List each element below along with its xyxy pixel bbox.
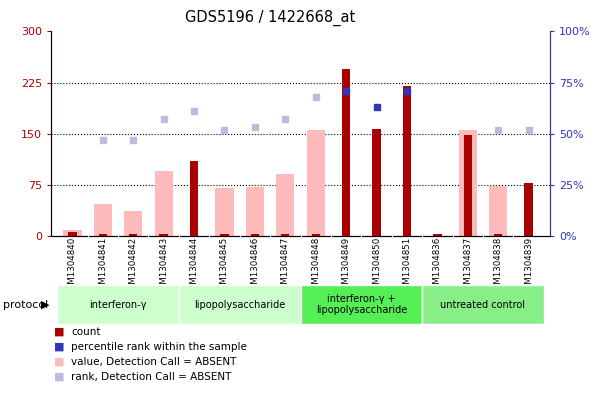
Bar	[190, 161, 198, 236]
Text: GSM1304842: GSM1304842	[129, 237, 138, 295]
Text: GSM1304849: GSM1304849	[341, 237, 350, 295]
Bar	[373, 129, 380, 236]
Text: GSM1304845: GSM1304845	[220, 237, 229, 295]
Text: GSM1304837: GSM1304837	[463, 237, 472, 295]
Text: ■: ■	[54, 357, 64, 367]
Bar	[459, 130, 477, 236]
Text: rank, Detection Call = ABSENT: rank, Detection Call = ABSENT	[71, 372, 231, 382]
Text: ▶: ▶	[41, 299, 49, 310]
Bar	[311, 235, 320, 236]
Text: ■: ■	[54, 327, 64, 337]
Bar	[124, 211, 142, 236]
Text: GSM1304840: GSM1304840	[68, 237, 77, 295]
Bar	[99, 235, 107, 236]
Text: untreated control: untreated control	[441, 299, 525, 310]
Bar	[489, 186, 507, 236]
Bar	[154, 171, 172, 236]
Bar	[179, 285, 300, 324]
Text: GSM1304836: GSM1304836	[433, 237, 442, 295]
Text: interferon-γ +
lipopolysaccharide: interferon-γ + lipopolysaccharide	[316, 294, 407, 315]
Text: GSM1304851: GSM1304851	[403, 237, 412, 295]
Bar	[251, 235, 259, 236]
Bar	[159, 235, 168, 236]
Bar	[433, 235, 442, 236]
Text: GSM1304841: GSM1304841	[99, 237, 108, 295]
Bar	[307, 130, 325, 236]
Text: GSM1304850: GSM1304850	[372, 237, 381, 295]
Bar	[422, 285, 544, 324]
Bar	[525, 183, 533, 236]
Bar	[403, 86, 411, 236]
Bar	[494, 235, 502, 236]
Bar	[215, 188, 234, 236]
Bar	[246, 187, 264, 236]
Text: value, Detection Call = ABSENT: value, Detection Call = ABSENT	[71, 357, 236, 367]
Bar	[276, 174, 294, 236]
Text: GSM1304844: GSM1304844	[189, 237, 198, 295]
Bar	[94, 204, 112, 236]
Bar	[57, 285, 179, 324]
Bar	[68, 232, 76, 236]
Text: GSM1304848: GSM1304848	[311, 237, 320, 295]
Text: GDS5196 / 1422668_at: GDS5196 / 1422668_at	[185, 10, 356, 26]
Text: lipopolysaccharide: lipopolysaccharide	[194, 299, 285, 310]
Text: GSM1304843: GSM1304843	[159, 237, 168, 295]
Bar	[221, 235, 228, 236]
Bar	[63, 230, 82, 236]
Bar	[129, 235, 138, 236]
Text: protocol: protocol	[3, 299, 48, 310]
Bar	[300, 285, 422, 324]
Text: interferon-γ: interferon-γ	[90, 299, 147, 310]
Bar	[342, 69, 350, 236]
Text: percentile rank within the sample: percentile rank within the sample	[71, 342, 247, 352]
Text: GSM1304839: GSM1304839	[524, 237, 533, 295]
Bar	[281, 235, 290, 236]
Text: GSM1304838: GSM1304838	[493, 237, 502, 295]
Text: GSM1304846: GSM1304846	[251, 237, 260, 295]
Text: ■: ■	[54, 372, 64, 382]
Text: count: count	[71, 327, 100, 337]
Text: GSM1304847: GSM1304847	[281, 237, 290, 295]
Text: ■: ■	[54, 342, 64, 352]
Bar	[463, 135, 472, 236]
